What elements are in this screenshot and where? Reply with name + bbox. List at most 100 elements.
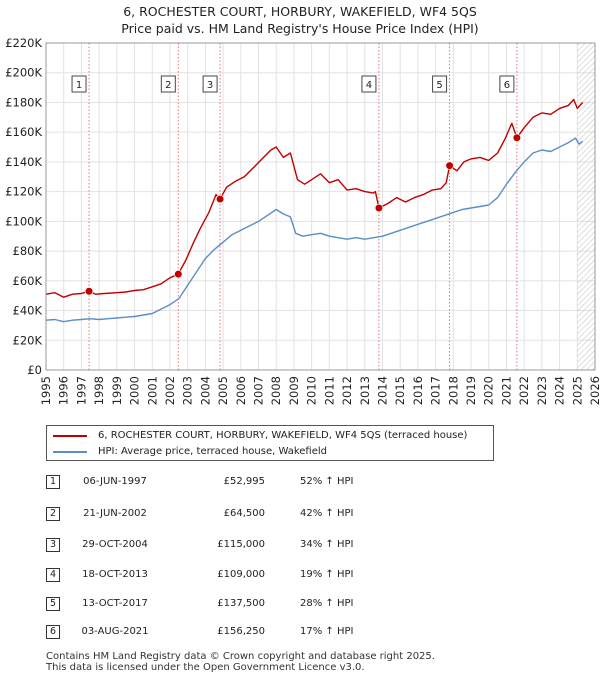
y-tick-label: £220K bbox=[5, 36, 42, 50]
table-row: 2 21-JUN-2002 £64,500 42% ↑ HPI bbox=[0, 505, 600, 525]
row-number-badge: 5 bbox=[46, 597, 60, 611]
row-date: 13-OCT-2017 bbox=[82, 598, 148, 609]
sale-label: 3 bbox=[202, 75, 218, 93]
x-tick-label: 2008 bbox=[269, 376, 283, 405]
table-row: 4 18-OCT-2013 £109,000 19% ↑ HPI bbox=[0, 566, 600, 586]
sale-label: 5 bbox=[432, 75, 448, 93]
sale-label-text: 6 bbox=[504, 80, 510, 91]
footer-line-1: Contains HM Land Registry data © Crown c… bbox=[46, 651, 435, 662]
x-tick-label: 1996 bbox=[57, 376, 71, 405]
row-price: £109,000 bbox=[217, 569, 265, 580]
x-tick-label: 1999 bbox=[110, 376, 124, 405]
title-line-2: Price paid vs. HM Land Registry's House … bbox=[121, 21, 479, 36]
x-tick-label: 2026 bbox=[588, 376, 600, 405]
x-tick-label: 2000 bbox=[128, 376, 142, 405]
row-hpi: 17% ↑ HPI bbox=[300, 626, 354, 637]
x-tick-label: 2020 bbox=[482, 376, 496, 405]
footer-line-2: This data is licensed under the Open Gov… bbox=[46, 662, 365, 673]
x-tick-label: 2024 bbox=[553, 376, 567, 405]
x-axis: 1995 1996 1997 1998 1999 2000 2001 2002 2003 2004… bbox=[39, 376, 600, 405]
x-tick-label: 2012 bbox=[340, 376, 354, 405]
row-date: 21-JUN-2002 bbox=[83, 508, 147, 519]
legend-label-hpi: HPI: Average price, terraced house, Wake… bbox=[98, 446, 328, 457]
property-price-line bbox=[46, 98, 584, 298]
sale-dot bbox=[84, 287, 94, 296]
x-tick-label: 2011 bbox=[322, 376, 336, 405]
row-price: £52,995 bbox=[223, 476, 265, 487]
legend: 6, ROCHESTER COURT, HORBURY, WAKEFIELD, … bbox=[46, 425, 494, 461]
y-tick-label: £0 bbox=[27, 363, 42, 377]
x-tick-label: 2007 bbox=[252, 376, 266, 405]
table-row: 3 29-OCT-2004 £115,000 34% ↑ HPI bbox=[0, 536, 600, 556]
sale-label-box bbox=[71, 75, 87, 93]
table-row: 1 06-JUN-1997 £52,995 52% ↑ HPI bbox=[0, 473, 600, 493]
x-tick-label: 1998 bbox=[92, 376, 106, 405]
sale-dot bbox=[215, 194, 225, 204]
y-tick-label: £100K bbox=[5, 214, 42, 228]
row-price: £137,500 bbox=[217, 598, 265, 609]
sale-label-text: 4 bbox=[366, 80, 372, 91]
x-tick-label: 1995 bbox=[39, 376, 53, 405]
row-hpi: 42% ↑ HPI bbox=[300, 508, 354, 519]
x-tick-label: 2021 bbox=[499, 376, 513, 405]
row-number-badge: 4 bbox=[46, 568, 60, 582]
y-tick-label: £60K bbox=[13, 274, 43, 288]
sale-label-box bbox=[361, 75, 377, 93]
hpi-line bbox=[46, 137, 584, 323]
sale-label-box bbox=[432, 75, 448, 93]
x-tick-label: 2022 bbox=[517, 376, 531, 405]
y-tick-label: £120K bbox=[5, 185, 42, 199]
row-price: £115,000 bbox=[217, 539, 265, 550]
row-price: £156,250 bbox=[217, 626, 265, 637]
x-tick-label: 2002 bbox=[163, 376, 177, 405]
x-tick-label: 2005 bbox=[216, 376, 230, 405]
sale-label-text: 5 bbox=[436, 80, 442, 91]
row-number-badge: 3 bbox=[46, 538, 60, 552]
row-number-badge: 6 bbox=[46, 625, 60, 639]
x-tick-label: 2017 bbox=[429, 376, 443, 405]
sale-dot bbox=[512, 133, 522, 142]
sale-labels: 1 2 3 4 5 6 bbox=[71, 75, 515, 93]
x-tick-label: 2003 bbox=[181, 376, 195, 405]
sale-label: 4 bbox=[361, 75, 377, 93]
x-tick-label: 2009 bbox=[287, 376, 301, 405]
sale-label-text: 1 bbox=[76, 80, 82, 91]
price-chart: 1 2 3 4 5 6 £0 £20K £40K £60K £80K £100K £120K £140K… bbox=[5, 36, 600, 405]
x-tick-label: 2004 bbox=[198, 376, 212, 405]
row-price: £64,500 bbox=[223, 508, 265, 519]
x-tick-label: 2023 bbox=[535, 376, 549, 405]
y-tick-label: £160K bbox=[5, 125, 42, 139]
x-tick-label: 2014 bbox=[375, 376, 389, 405]
sale-label-box bbox=[499, 75, 515, 93]
sale-label: 1 bbox=[71, 75, 87, 93]
sale-dot bbox=[174, 270, 183, 279]
x-tick-label: 1997 bbox=[74, 376, 88, 405]
x-tick-label: 2010 bbox=[305, 376, 319, 405]
sale-label: 6 bbox=[499, 75, 515, 93]
sale-label-box bbox=[160, 75, 176, 93]
sale-dot bbox=[445, 161, 454, 170]
x-tick-label: 2015 bbox=[393, 376, 407, 405]
forecast-hatch bbox=[577, 43, 595, 370]
x-tick-label: 2025 bbox=[570, 376, 584, 405]
series-lines bbox=[46, 98, 584, 323]
y-axis: £0 £20K £40K £60K £80K £100K £120K £140K £160K £1… bbox=[5, 36, 42, 377]
y-tick-label: £20K bbox=[13, 333, 43, 347]
legend-swatch-property bbox=[53, 435, 87, 437]
plot-frame bbox=[45, 42, 596, 371]
row-number-badge: 1 bbox=[46, 475, 60, 489]
y-tick-label: £40K bbox=[13, 304, 43, 318]
sale-label-text: 2 bbox=[165, 80, 171, 91]
row-date: 06-JUN-1997 bbox=[83, 476, 147, 487]
y-tick-label: £80K bbox=[13, 244, 43, 258]
row-hpi: 34% ↑ HPI bbox=[300, 539, 354, 550]
title-line-1: 6, ROCHESTER COURT, HORBURY, WAKEFIELD, … bbox=[123, 4, 477, 19]
row-date: 29-OCT-2004 bbox=[82, 539, 148, 550]
row-number-badge: 2 bbox=[46, 507, 60, 521]
y-tick-label: £180K bbox=[5, 95, 42, 109]
x-tick-label: 2013 bbox=[358, 376, 372, 405]
sale-label: 2 bbox=[160, 75, 176, 93]
row-hpi: 28% ↑ HPI bbox=[300, 598, 354, 609]
table-row: 5 13-OCT-2017 £137,500 28% ↑ HPI bbox=[0, 595, 600, 615]
table-row: 6 03-AUG-2021 £156,250 17% ↑ HPI bbox=[0, 623, 600, 643]
